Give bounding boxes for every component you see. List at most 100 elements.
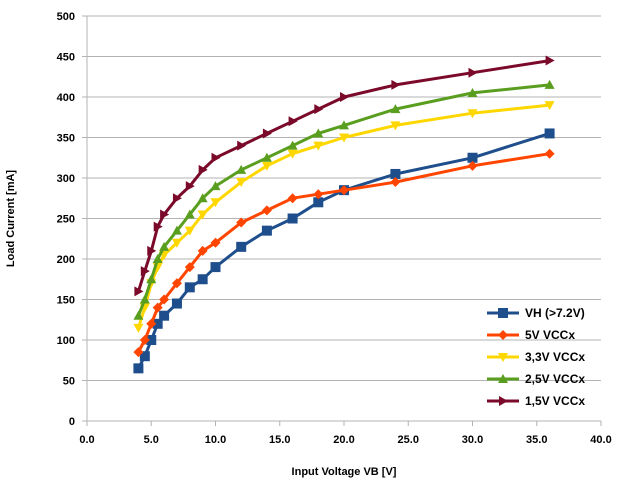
series-2 <box>133 101 555 333</box>
series-4 <box>134 55 555 297</box>
legend-swatch-marker <box>498 330 508 340</box>
data-point <box>313 141 324 151</box>
series-0 <box>133 128 555 374</box>
data-point <box>171 298 182 309</box>
data-point <box>313 128 324 138</box>
data-point <box>147 245 157 256</box>
series-1 <box>133 148 555 358</box>
data-point <box>313 189 324 200</box>
data-point <box>236 217 247 228</box>
data-point <box>288 116 298 127</box>
y-tick-label: 450 <box>57 52 75 64</box>
data-point <box>184 209 195 219</box>
axes-layer: 0 50 100 150 200 250 300 350 400 450 500 0.0 5.0 10.0… <box>57 11 612 446</box>
data-point <box>390 104 401 114</box>
data-point <box>133 310 144 320</box>
data-point <box>152 302 163 313</box>
data-point <box>390 121 401 131</box>
x-tick-label: 20.0 <box>333 434 354 446</box>
data-point <box>261 152 272 162</box>
data-point <box>197 193 208 203</box>
data-point <box>185 181 195 192</box>
y-tick-label: 100 <box>57 335 75 347</box>
data-point <box>287 213 298 224</box>
data-point <box>184 226 195 236</box>
data-point <box>287 149 298 159</box>
data-point <box>262 128 272 139</box>
y-tick-label: 500 <box>57 11 75 23</box>
legend-label: 1,5V VCCx <box>525 394 585 408</box>
data-point <box>146 274 157 284</box>
data-point <box>544 128 555 139</box>
data-point <box>171 225 182 235</box>
data-point <box>544 79 555 89</box>
data-point <box>198 164 208 175</box>
data-point <box>467 160 478 171</box>
y-tick-label: 400 <box>57 92 75 104</box>
data-point <box>544 101 555 111</box>
legend-item: 2,5V VCCx <box>487 372 585 386</box>
data-point <box>210 237 221 248</box>
legend-swatch-marker <box>499 396 508 406</box>
data-point <box>287 140 298 150</box>
legend-label: 3,3V VCCx <box>525 350 585 364</box>
y-tick-label: 150 <box>57 295 75 307</box>
data-point <box>236 241 247 252</box>
x-tick-label: 35.0 <box>526 434 547 446</box>
x-tick-label: 10.0 <box>205 434 226 446</box>
x-axis-title: Input Voltage VB [V] <box>292 466 397 478</box>
grid-layer <box>87 15 601 422</box>
legend-swatch-marker <box>498 374 508 383</box>
data-point <box>236 164 247 174</box>
series-layer <box>133 55 555 374</box>
series-3 <box>133 79 555 320</box>
y-tick-label: 0 <box>69 416 75 428</box>
legend-item: 5V VCCx <box>487 328 575 342</box>
data-point <box>391 79 401 90</box>
data-point <box>236 178 247 188</box>
data-point <box>544 148 555 159</box>
data-point <box>314 104 324 115</box>
data-point <box>139 335 150 345</box>
x-tick-label: 25.0 <box>398 434 419 446</box>
y-tick-label: 300 <box>57 173 75 185</box>
data-point <box>211 152 221 163</box>
data-point <box>146 318 157 329</box>
data-point <box>237 140 247 151</box>
data-point <box>340 92 349 102</box>
y-tick-label: 250 <box>57 214 75 226</box>
data-point <box>171 238 182 248</box>
data-point <box>152 254 163 263</box>
data-point <box>139 294 150 304</box>
data-point <box>153 221 163 232</box>
x-tick-label: 40.0 <box>590 434 611 446</box>
legend-label: 2,5V VCCx <box>525 372 585 386</box>
data-point <box>159 310 170 321</box>
data-point <box>139 351 150 362</box>
x-tick-label: 30.0 <box>462 434 483 446</box>
data-point <box>172 193 182 204</box>
data-point <box>133 347 144 358</box>
data-point <box>545 55 555 66</box>
x-tick-label: 15.0 <box>269 434 290 446</box>
x-tick-label: 0.0 <box>79 434 94 446</box>
data-point <box>468 67 478 78</box>
legend-item: VH (>7.2V) <box>487 306 585 320</box>
data-point <box>184 282 195 293</box>
data-point <box>339 133 349 143</box>
data-point <box>313 197 324 208</box>
data-point <box>261 205 272 216</box>
data-point <box>140 266 150 277</box>
y-tick-label: 50 <box>63 376 75 388</box>
data-point <box>339 120 349 130</box>
data-point <box>261 225 272 236</box>
legend-item: 1,5V VCCx <box>487 394 585 408</box>
legend-label: 5V VCCx <box>525 328 575 342</box>
data-point <box>134 286 144 297</box>
x-tick-label: 5.0 <box>144 434 159 446</box>
data-point <box>390 177 401 188</box>
legend-label: VH (>7.2V) <box>525 306 585 320</box>
data-point <box>467 87 478 97</box>
legend: VH (>7.2V) 5V VCCx 3,3V VCCx 2,5V VCCx 1,5V … <box>487 306 585 408</box>
